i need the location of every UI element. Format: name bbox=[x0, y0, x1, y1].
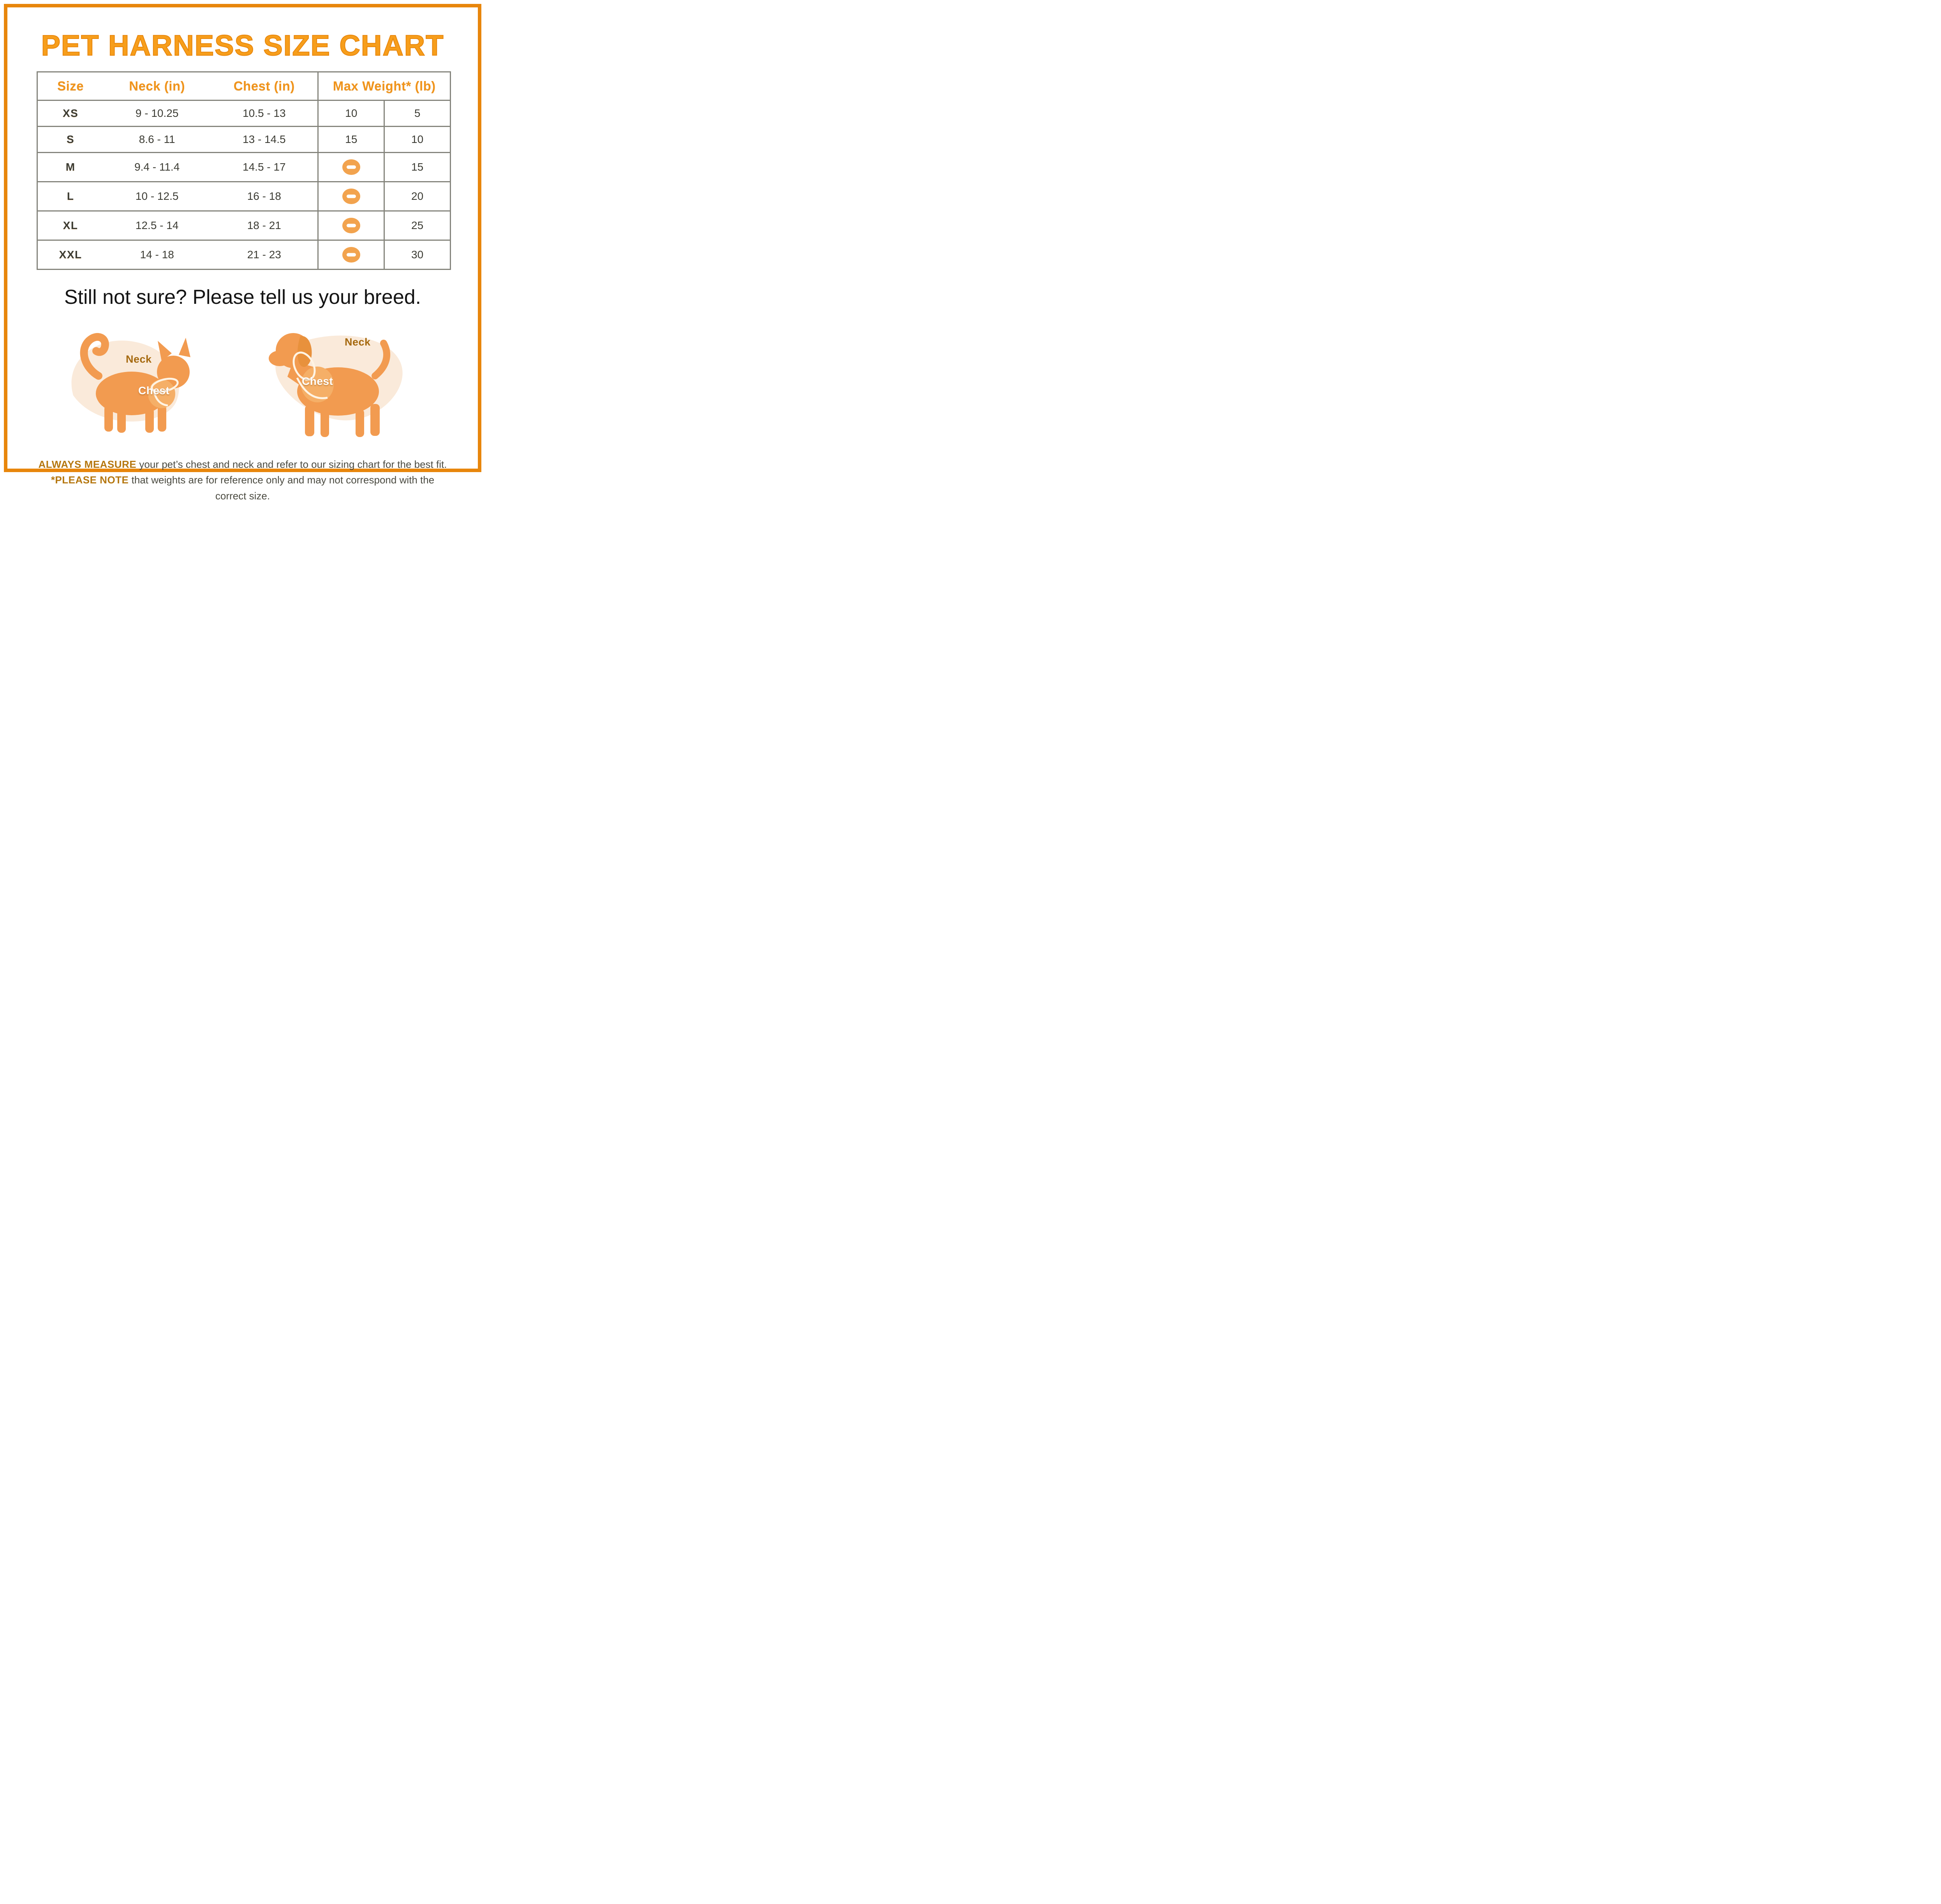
table-row: XL 12.5 - 14 18 - 21 25 bbox=[37, 210, 451, 240]
max-weight-cell-2: 20 bbox=[384, 181, 451, 211]
dog-illustration-icon bbox=[269, 333, 403, 437]
max-weight-cell-2: 10 bbox=[384, 126, 451, 153]
table-row: L 10 - 12.5 16 - 18 20 bbox=[37, 181, 451, 211]
neck-cell: 9 - 10.25 bbox=[103, 100, 211, 127]
minus-icon bbox=[342, 159, 360, 175]
cat-diagram: Neck Chest bbox=[52, 317, 215, 448]
table-row: XS 9 - 10.25 10.5 - 13 10 5 bbox=[37, 100, 451, 127]
page-title: PET HARNESS SIZE CHART bbox=[41, 29, 444, 62]
size-cell: S bbox=[37, 126, 104, 153]
chest-cell: 18 - 21 bbox=[211, 210, 318, 240]
neck-cell: 10 - 12.5 bbox=[103, 181, 211, 211]
max-weight-cell-1 bbox=[317, 181, 384, 211]
footnote-weights-lead: *PLEASE NOTE bbox=[51, 474, 129, 486]
neck-cell: 8.6 - 11 bbox=[103, 126, 211, 153]
max-weight-cell-2: 30 bbox=[384, 240, 451, 270]
chest-cell: 13 - 14.5 bbox=[211, 126, 318, 153]
table-row: XXL 14 - 18 21 - 23 30 bbox=[37, 240, 451, 270]
footnote-measure-text: your pet’s chest and neck and refer to o… bbox=[136, 458, 447, 470]
cat-neck-label: Neck bbox=[126, 353, 152, 365]
chest-cell: 16 - 18 bbox=[211, 181, 318, 211]
measurement-diagrams: Neck Chest bbox=[37, 317, 449, 448]
max-weight-cell-1: 15 bbox=[317, 126, 384, 153]
dog-diagram: Neck Chest bbox=[247, 317, 433, 448]
size-cell: L bbox=[37, 181, 104, 211]
header-chest: Chest (in) bbox=[211, 72, 318, 101]
footnote-weights: *PLEASE NOTE that weights are for refere… bbox=[37, 472, 449, 504]
size-chart-table: Size Neck (in) Chest (in) Max Weight* (l… bbox=[37, 71, 451, 270]
footnote-measure-lead: ALWAYS MEASURE bbox=[38, 458, 137, 470]
max-weight-cell-1 bbox=[317, 240, 384, 270]
table-row: M 9.4 - 11.4 14.5 - 17 15 bbox=[37, 152, 451, 182]
chest-cell: 14.5 - 17 bbox=[211, 152, 318, 182]
size-table-body: XS 9 - 10.25 10.5 - 13 10 5 S 8.6 - 11 13 - 14.… bbox=[37, 100, 451, 270]
size-cell: XL bbox=[37, 210, 104, 240]
neck-cell: 14 - 18 bbox=[103, 240, 211, 270]
cat-illustration-icon bbox=[71, 333, 190, 433]
size-cell: XS bbox=[37, 100, 104, 127]
max-weight-cell-2: 15 bbox=[384, 152, 451, 182]
dog-chest-label: Chest bbox=[302, 375, 333, 387]
subtitle-text: Still not sure? Please tell us your bree… bbox=[64, 286, 421, 309]
header-row: Size Neck (in) Chest (in) Max Weight* (l… bbox=[37, 72, 451, 101]
max-weight-cell-1: 10 bbox=[317, 100, 384, 127]
footnote-weights-text: that weights are for reference only and … bbox=[129, 474, 435, 502]
minus-icon bbox=[342, 218, 360, 233]
header-neck: Neck (in) bbox=[103, 72, 211, 101]
size-cell: XXL bbox=[37, 240, 104, 270]
page-frame: PET HARNESS SIZE CHART Size Neck (in) Ch… bbox=[4, 4, 481, 502]
max-weight-cell-1 bbox=[317, 152, 384, 182]
cat-chest-label: Chest bbox=[138, 384, 170, 397]
table-row: S 8.6 - 11 13 - 14.5 15 10 bbox=[37, 126, 451, 153]
header-size: Size bbox=[37, 72, 104, 101]
minus-icon bbox=[342, 247, 360, 263]
footnote-measure: ALWAYS MEASURE your pet’s chest and neck… bbox=[37, 457, 449, 472]
neck-cell: 9.4 - 11.4 bbox=[103, 152, 211, 182]
footnotes: ALWAYS MEASURE your pet’s chest and neck… bbox=[37, 457, 449, 504]
max-weight-cell-2: 25 bbox=[384, 210, 451, 240]
size-table-header: Size Neck (in) Chest (in) Max Weight* (l… bbox=[37, 72, 451, 101]
chest-cell: 10.5 - 13 bbox=[211, 100, 318, 127]
page-content: PET HARNESS SIZE CHART Size Neck (in) Ch… bbox=[15, 15, 470, 502]
chest-cell: 21 - 23 bbox=[211, 240, 318, 270]
header-max-weight: Max Weight* (lb) bbox=[317, 72, 451, 101]
max-weight-cell-2: 5 bbox=[384, 100, 451, 127]
max-weight-cell-1 bbox=[317, 210, 384, 240]
neck-cell: 12.5 - 14 bbox=[103, 210, 211, 240]
size-cell: M bbox=[37, 152, 104, 182]
minus-icon bbox=[342, 189, 360, 204]
dog-neck-label: Neck bbox=[345, 336, 371, 348]
